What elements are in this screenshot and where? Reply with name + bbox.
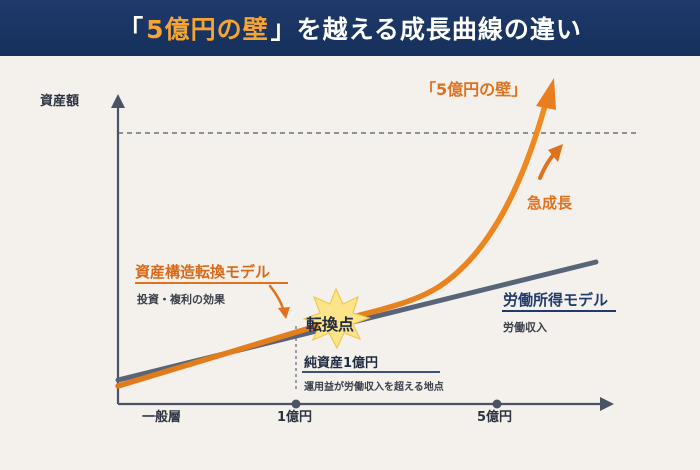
asset-growth-curve xyxy=(115,99,549,389)
pivot-burst-shape xyxy=(302,287,371,350)
title-open-bracket: 「 xyxy=(118,15,145,44)
growth-diagram: 資産額 一般層 1億円 5億円 「5億円の壁」 急成長 資産構造転換モデル 投資… xyxy=(0,56,700,466)
y-axis-label: 資産額 xyxy=(40,94,80,109)
net-assets-sublabel: 運用益が労働収入を超える地点 xyxy=(304,382,444,393)
title-rest: 」を越える成長曲線の違い xyxy=(270,15,582,44)
net-assets-label: 純資産1億円 xyxy=(304,356,379,371)
rapid-growth-label: 急成長 xyxy=(527,194,573,212)
tick-1oku-marker xyxy=(291,399,301,409)
labor-model-subtitle: 労働収入 xyxy=(503,321,547,334)
asset-label-pointer-icon xyxy=(278,307,290,319)
page-title: 「 5億円の壁 」を越える成長曲線の違い xyxy=(118,10,582,46)
tick-label-general: 一般層 xyxy=(142,410,182,425)
diagram-canvas xyxy=(111,78,640,411)
tick-label-5oku: 5億円 xyxy=(477,410,513,425)
tick-label-1oku: 1億円 xyxy=(277,410,313,425)
asset-curve-arrow-icon xyxy=(536,78,556,110)
title-accent: 5億円の壁 xyxy=(146,15,269,44)
pivot-label: 転換点 xyxy=(306,315,355,334)
rapid-growth-arrow-icon xyxy=(548,144,563,162)
wall-label: 「5億円の壁」 xyxy=(420,80,528,99)
labor-model-title: 労働所得モデル xyxy=(503,291,609,309)
x-axis-arrow-icon xyxy=(600,397,614,411)
title-bar: 「 5億円の壁 」を越える成長曲線の違い xyxy=(0,0,700,56)
asset-model-subtitle: 投資・複利の効果 xyxy=(137,293,225,306)
tick-5oku-marker xyxy=(492,399,502,409)
asset-model-title: 資産構造転換モデル xyxy=(135,263,271,281)
y-axis-arrow-icon xyxy=(111,94,125,108)
